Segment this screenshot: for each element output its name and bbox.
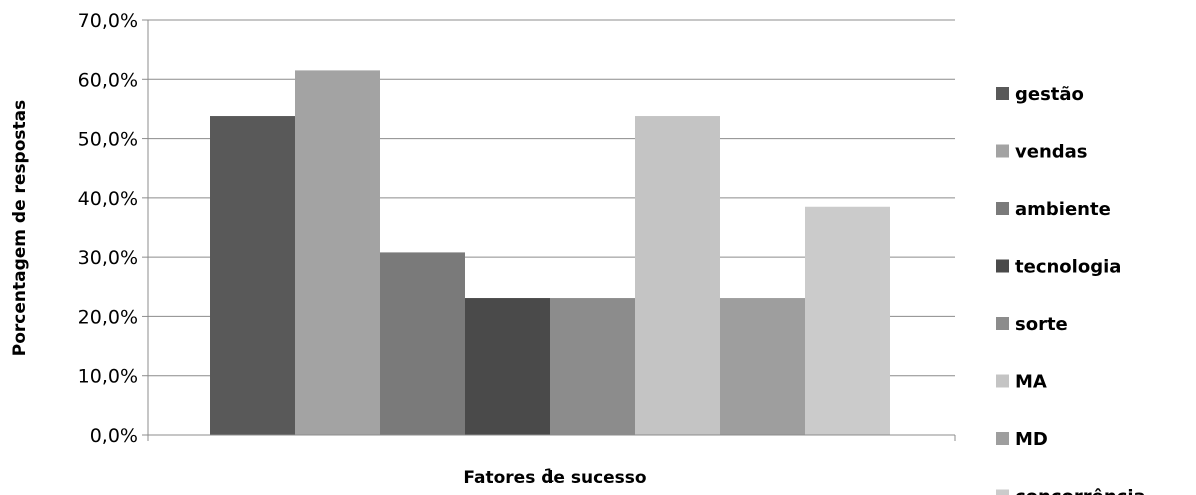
y-tick-label: 60,0%: [78, 69, 138, 91]
bar-sorte: [550, 298, 635, 435]
legend-swatch-concorrência: [996, 489, 1009, 495]
legend-label-tecnologia: tecnologia: [1015, 257, 1121, 278]
legend-swatch-ambiente: [996, 202, 1009, 215]
legend: gestão vendas ambiente tecnologia sorte MA MD c…: [996, 84, 1146, 495]
bar-concorrência: [805, 206, 890, 435]
y-tick-label: 10,0%: [78, 366, 138, 388]
legend-swatch-vendas: [996, 144, 1009, 158]
bar-vendas: [295, 70, 380, 436]
legend-label-sorte: sorte: [1015, 314, 1068, 335]
legend-swatch-MD: [996, 432, 1009, 445]
y-tick-label: 20,0%: [78, 306, 138, 328]
legend-swatch-tecnologia: [996, 259, 1009, 273]
y-tick-label: 50,0%: [78, 129, 138, 151]
legend-label-gestão: gestão: [1015, 84, 1084, 105]
legend-label-MD: MD: [1015, 429, 1048, 450]
legend-label-ambiente: ambiente: [1015, 199, 1111, 220]
y-axis-title: Porcentagem de respostas: [10, 100, 30, 357]
x-axis-title: Fatores de sucesso: [463, 468, 646, 488]
legend-swatch-MA: [996, 374, 1009, 388]
bar-tecnologia: [465, 298, 550, 435]
x-category-tick: 1: [543, 465, 555, 487]
y-tick-label: 40,0%: [78, 188, 138, 210]
bar-MD: [720, 298, 805, 435]
bar-ambiente: [380, 252, 465, 435]
legend-label-vendas: vendas: [1015, 142, 1088, 163]
y-tick-label: 70,0%: [78, 10, 138, 32]
y-axis-ticks: 0,0% 10,0% 20,0% 30,0% 40,0% 50,0% 60,0% 70,0%: [78, 10, 148, 447]
y-tick-label: 30,0%: [78, 247, 138, 269]
bar-gestão: [210, 116, 295, 436]
legend-swatch-gestão: [996, 87, 1009, 100]
legend-swatch-sorte: [996, 317, 1009, 330]
bar-MA: [635, 116, 720, 436]
legend-label-concorrência: concorrência: [1015, 487, 1146, 495]
bars: [210, 70, 890, 436]
axes: [147, 20, 956, 441]
y-tick-label: 0,0%: [90, 425, 138, 447]
legend-label-MA: MA: [1015, 372, 1047, 393]
